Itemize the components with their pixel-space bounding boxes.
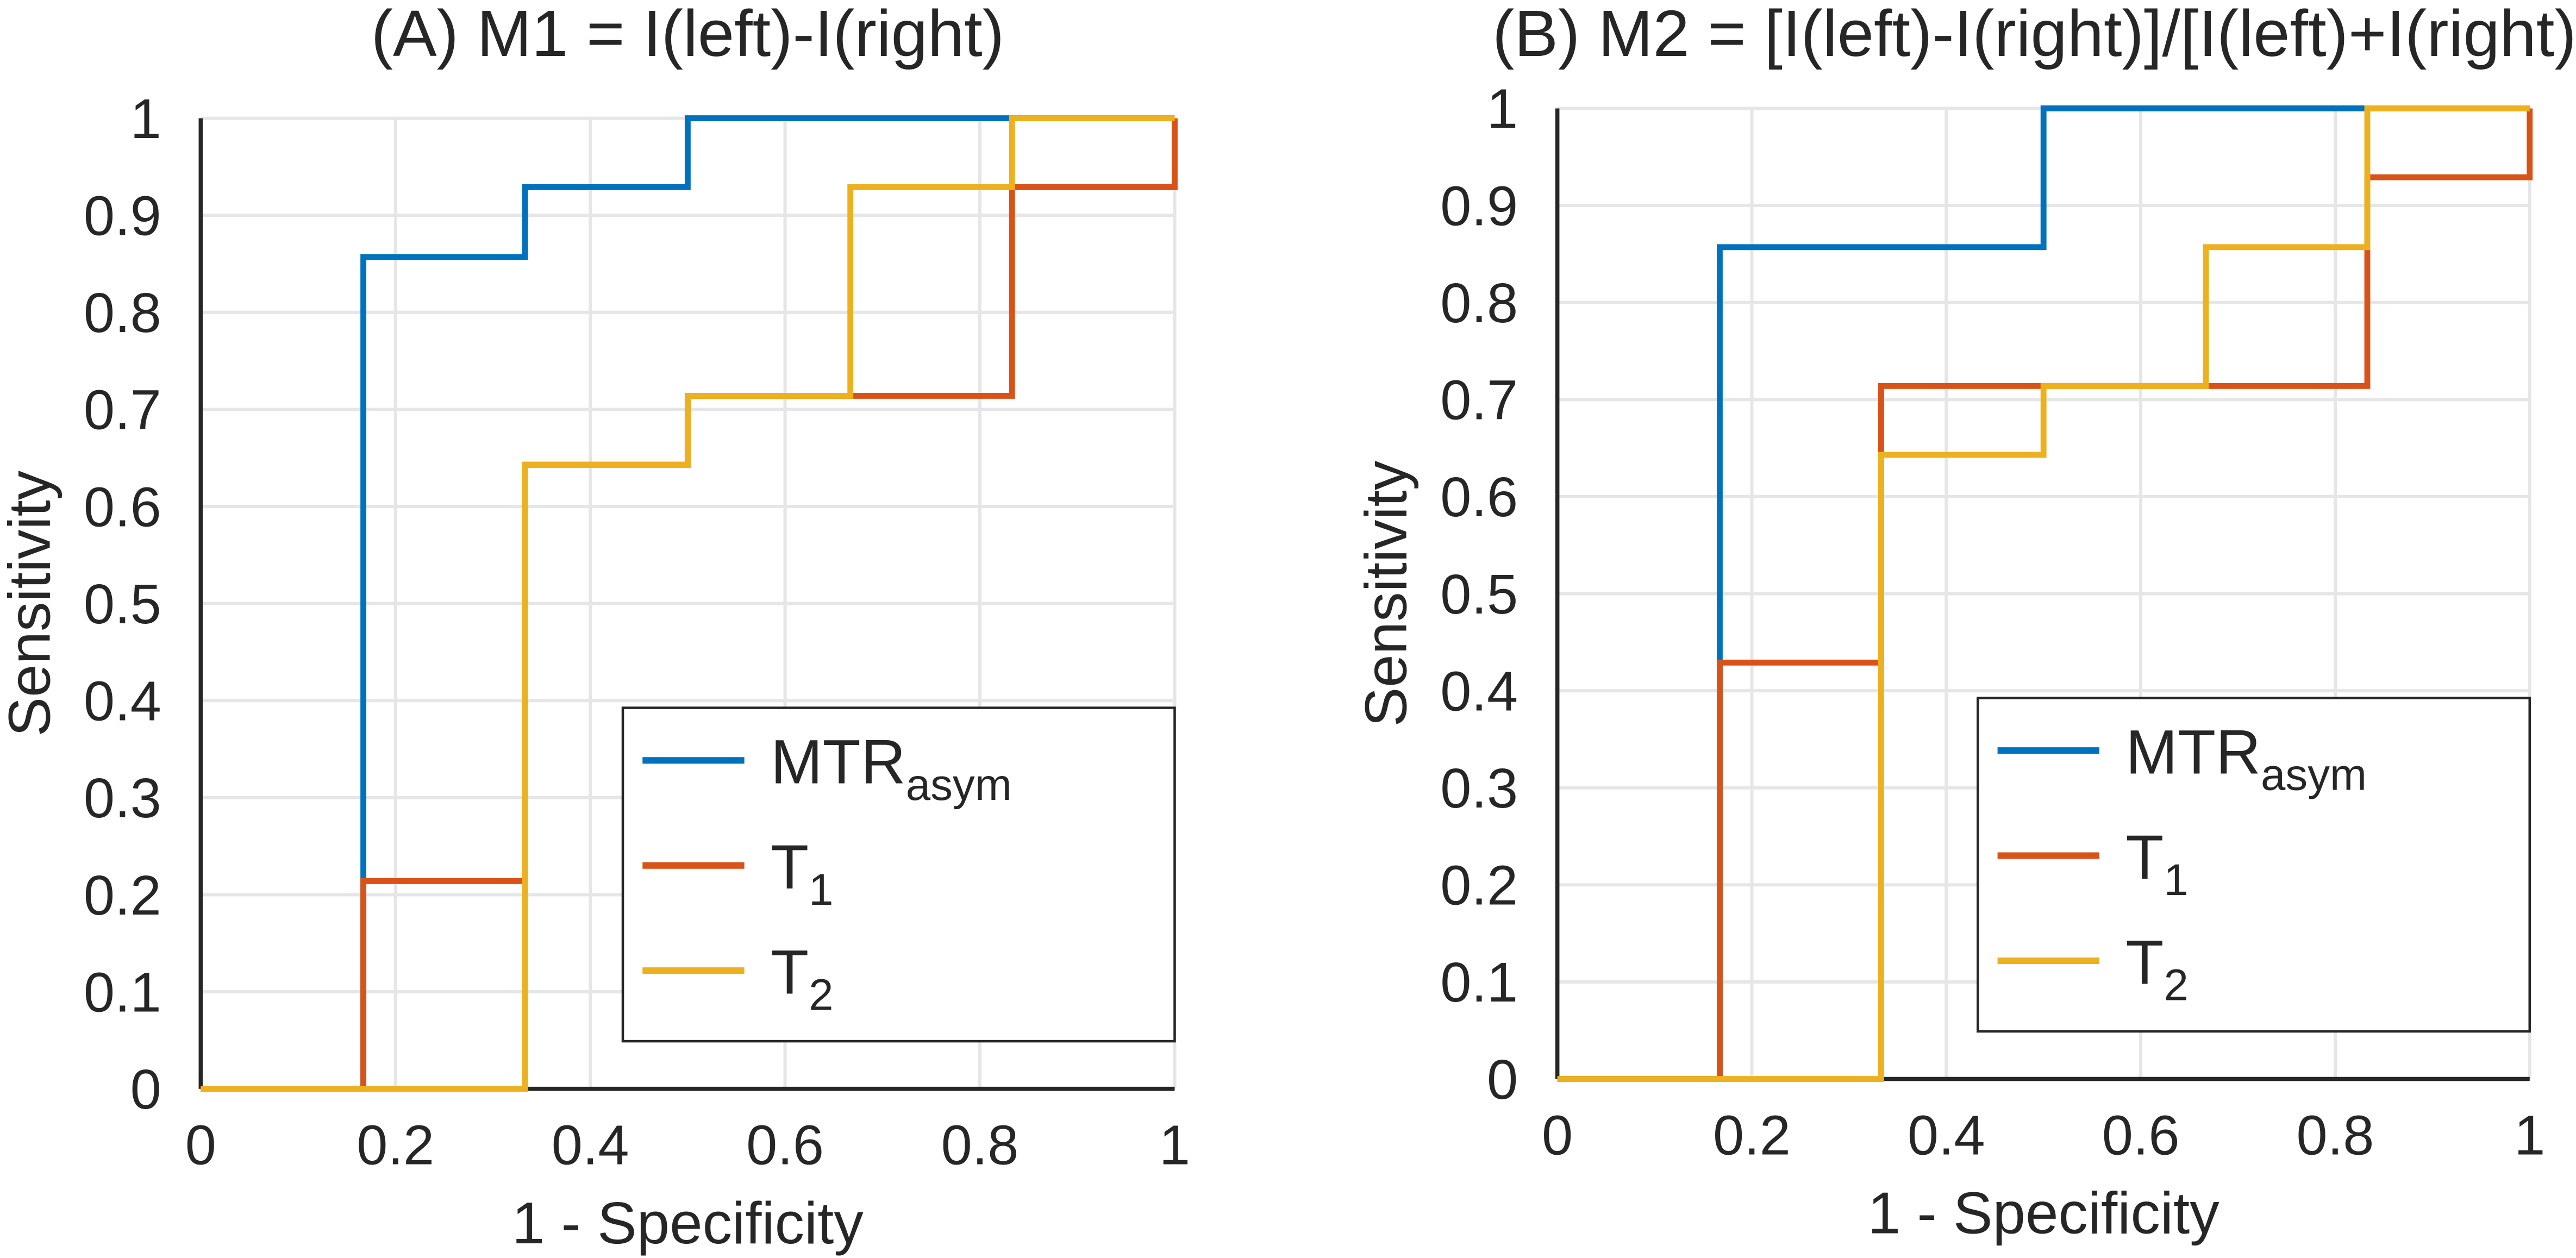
x-tick-label: 0: [1542, 1104, 1573, 1167]
y-tick-label: 0.6: [1440, 466, 1518, 528]
panel: 0 0.2 0.4 0.6 0.8 1 0 0.1 0.2 0.3 0.4 0.5 0.6 0.7 0.8 0…: [0, 0, 1190, 1256]
y-tick-label: 0.3: [1440, 757, 1518, 819]
legend-label: T2: [771, 937, 834, 1019]
x-tick-label: 0.8: [2297, 1104, 2374, 1167]
y-tick-label: 0.3: [84, 767, 161, 829]
y-tick-label: 0.7: [1440, 369, 1518, 431]
lines: [1557, 105, 2533, 1082]
x-tick-label: 0.2: [357, 1114, 434, 1176]
y-tick-label: 0.8: [84, 281, 161, 344]
panel: 0 0.2 0.4 0.6 0.8 1 0 0.1 0.2 0.3 0.4 0.5 0.6 0.7 0.8 0…: [1354, 0, 2576, 1247]
x-tick-label: 0: [185, 1114, 216, 1176]
x-tick-label: 0.6: [2102, 1104, 2180, 1167]
roc-line: [1557, 108, 2533, 1082]
y-tick-label: 0.1: [1440, 951, 1518, 1013]
roc-line: [1557, 105, 2530, 1082]
y-tick-label: 0: [130, 1058, 161, 1121]
y-tick-label: 0.7: [84, 379, 161, 441]
legend-label: T1: [771, 833, 834, 915]
legend-label: MTRasym: [771, 728, 1012, 810]
legend-label: MTRasym: [2125, 717, 2367, 799]
y-tick-label: 0.4: [1440, 660, 1518, 722]
y-tick-label: 0.5: [1440, 563, 1518, 625]
y-tick-label: 0.2: [1440, 854, 1518, 917]
y-tick-label: 0.5: [84, 573, 161, 635]
y-tick-label: 0.8: [1440, 272, 1518, 334]
y-axis-label: Sensitivity: [1354, 460, 1420, 727]
chart-title: (A) M1 = I(left)-I(right): [371, 0, 1004, 70]
x-tick-label: 0.4: [552, 1114, 629, 1176]
y-tick-label: 0.6: [84, 475, 161, 538]
y-tick-label: 0.9: [84, 184, 161, 247]
y-tick-label: 0.1: [84, 961, 161, 1023]
x-tick-label: 0.6: [746, 1114, 824, 1176]
x-tick-label: 0.8: [941, 1114, 1019, 1176]
y-axis-label: Sensitivity: [0, 470, 62, 736]
x-tick-label: 0.2: [1713, 1104, 1791, 1167]
legend-label: T1: [2125, 823, 2189, 905]
x-axis-label: 1 - Specificity: [1868, 1181, 2219, 1247]
x-axis-label: 1 - Specificity: [512, 1191, 864, 1256]
roc-line: [201, 115, 1175, 1092]
x-tick-label: 1: [1159, 1114, 1190, 1176]
y-tick-label: 1: [1487, 78, 1518, 140]
x-tick-label: 1: [2514, 1104, 2545, 1167]
lines: [201, 115, 1178, 1092]
y-tick-label: 0.4: [84, 670, 161, 733]
y-tick-label: 0.9: [1440, 174, 1518, 237]
y-tick-label: 0: [1487, 1048, 1518, 1111]
legend: MTRasym T1 T2: [621, 706, 1176, 1043]
x-tick-label: 0.4: [1908, 1104, 1985, 1167]
chart-title: (B) M2 = [I(left)-I(right)]/[I(left)+I(r…: [1492, 0, 2576, 70]
legend-label: T2: [2125, 928, 2189, 1010]
y-tick-label: 1: [130, 87, 161, 150]
y-tick-label: 0.2: [84, 864, 161, 927]
legend: MTRasym T1 T2: [1977, 697, 2531, 1033]
